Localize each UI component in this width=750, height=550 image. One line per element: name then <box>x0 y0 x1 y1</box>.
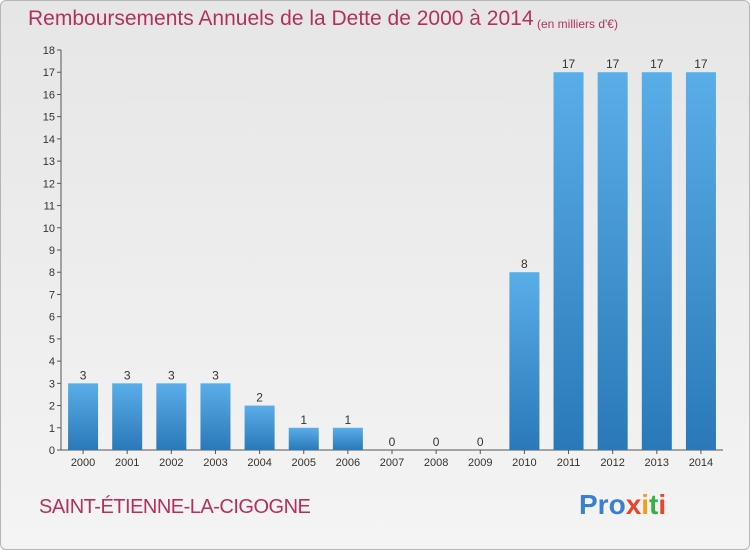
data-label: 1 <box>300 413 307 427</box>
bar <box>685 72 716 450</box>
y-tick-label: 8 <box>49 267 55 279</box>
bar <box>244 405 275 450</box>
x-tick-label: 2002 <box>159 457 183 469</box>
data-label: 3 <box>80 368 87 382</box>
data-label: 8 <box>521 257 528 271</box>
y-tick-label: 17 <box>43 67 55 79</box>
data-label: 2 <box>256 391 263 405</box>
data-label: 0 <box>433 435 440 449</box>
bar <box>68 383 99 450</box>
x-tick-label: 2011 <box>557 457 581 469</box>
y-tick-label: 2 <box>49 401 55 413</box>
data-labels: 3 3 3 3 2 1 1 0 0 0 8 17 17 17 17 <box>80 57 708 449</box>
x-tick-label: 2012 <box>600 457 624 469</box>
bar <box>332 427 363 450</box>
bar <box>553 72 584 450</box>
y-tick-label: 7 <box>49 289 55 301</box>
x-tick-label: 2003 <box>203 457 227 469</box>
y-tick-label: 18 <box>43 45 55 57</box>
x-tick-label: 2010 <box>512 457 536 469</box>
bar <box>597 72 628 450</box>
bar <box>509 272 540 450</box>
y-tick-label: 10 <box>43 223 55 235</box>
y-tick-label: 5 <box>49 334 55 346</box>
y-tick-label: 1 <box>49 423 55 435</box>
data-label: 3 <box>168 368 175 382</box>
data-label: 17 <box>694 57 708 71</box>
x-tick-label: 2009 <box>468 457 492 469</box>
x-tick-label: 2007 <box>380 457 404 469</box>
commune-name: SAINT-ÉTIENNE-LA-CIGOGNE <box>39 496 311 518</box>
data-label: 17 <box>650 57 664 71</box>
y-tick-label: 4 <box>49 356 55 368</box>
data-label: 17 <box>606 57 620 71</box>
y-tick-label: 0 <box>49 445 55 457</box>
y-tick-label: 3 <box>49 378 55 390</box>
x-tick-label: 2004 <box>247 457 271 469</box>
data-label: 3 <box>124 368 131 382</box>
y-tick-label: 9 <box>49 245 55 257</box>
bar <box>288 427 319 450</box>
data-label: 0 <box>477 435 484 449</box>
unit-label: (en milliers d'€) <box>537 17 618 31</box>
bars <box>68 72 716 450</box>
bar <box>156 383 187 450</box>
y-tick-label: 11 <box>44 201 55 213</box>
y-tick-label: 15 <box>43 112 55 124</box>
x-tick-label: 2005 <box>291 457 315 469</box>
x-tick-label: 2008 <box>424 457 448 469</box>
chart-title: Remboursements Annuels de la Dette de 20… <box>28 7 534 30</box>
bar <box>200 383 231 450</box>
x-tick-label: 2000 <box>71 457 95 469</box>
data-label: 3 <box>212 368 219 382</box>
data-label: 17 <box>562 57 576 71</box>
proxiti-logo: Proxiti <box>579 489 667 520</box>
x-tick-label: 2013 <box>645 457 669 469</box>
y-tick-label: 6 <box>49 312 55 324</box>
bar <box>641 72 672 450</box>
x-tick-label: 2014 <box>689 457 713 469</box>
y-tick-label: 16 <box>43 89 55 101</box>
data-label: 0 <box>389 435 396 449</box>
bar <box>112 383 143 450</box>
y-tick-label: 13 <box>43 156 55 168</box>
y-tick-label: 14 <box>43 134 55 146</box>
x-tick-label: 2006 <box>336 457 360 469</box>
y-tick-label: 12 <box>43 178 55 190</box>
x-tick-label: 2001 <box>115 457 139 469</box>
data-label: 1 <box>345 413 352 427</box>
